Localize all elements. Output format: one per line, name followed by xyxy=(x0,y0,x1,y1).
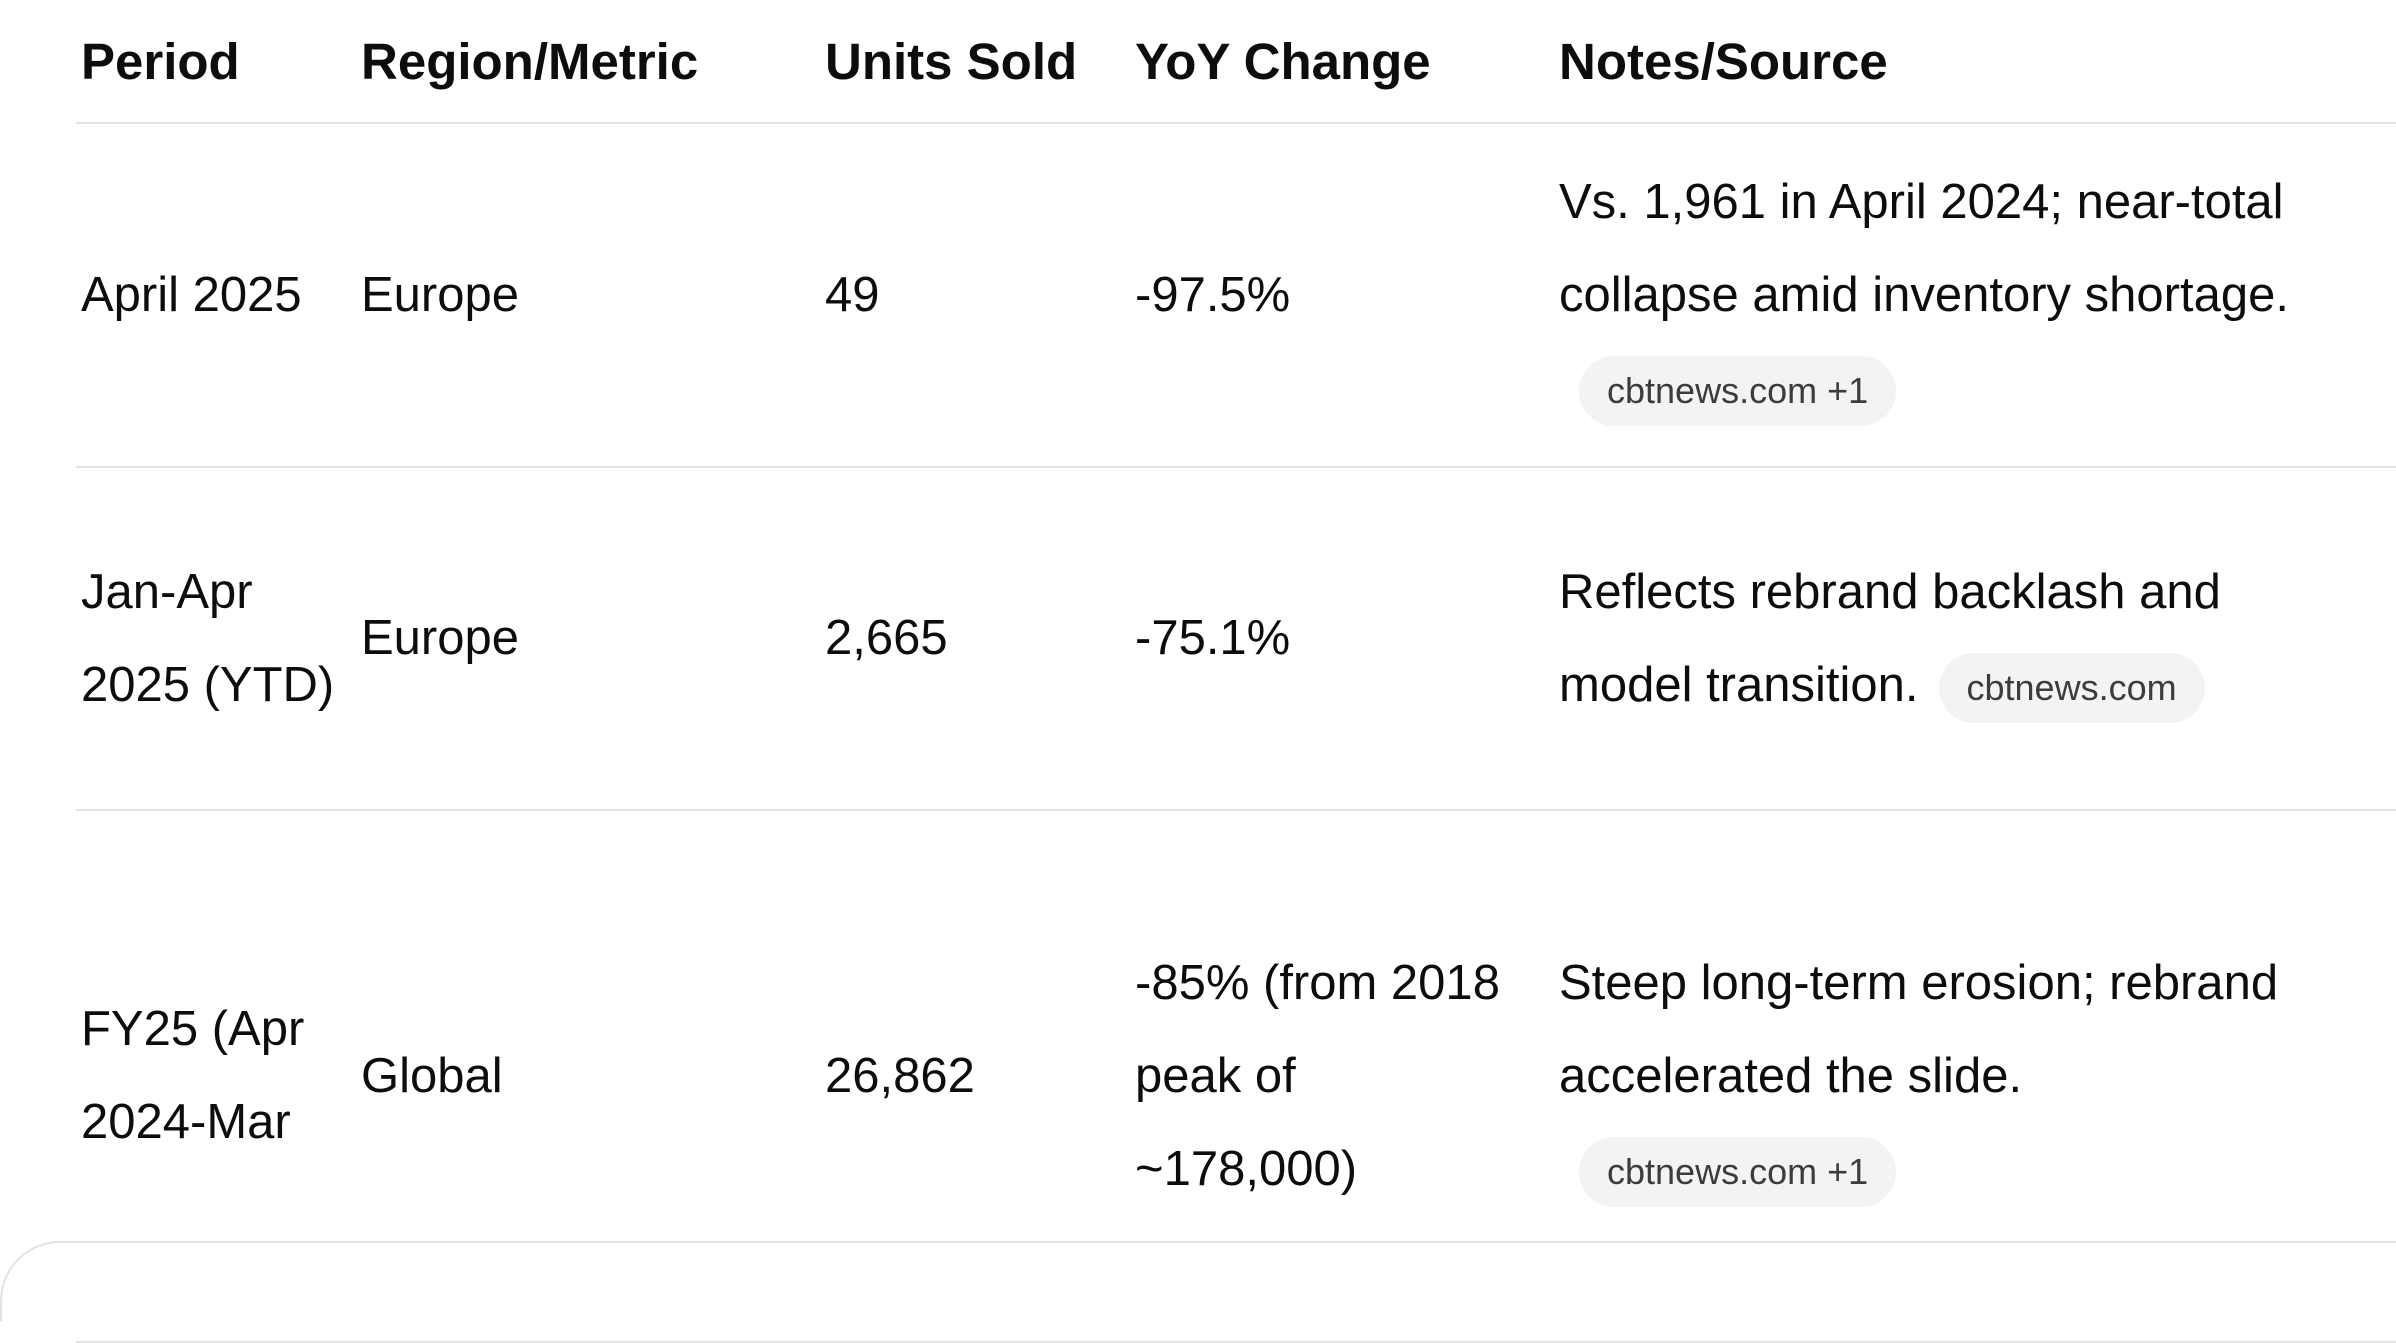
yoy-cell: -97.5% xyxy=(1130,123,1554,468)
units-cell: 49 xyxy=(820,123,1130,468)
period-cell: April 2025 xyxy=(76,123,356,468)
yoy-cell: -75.1% xyxy=(1130,467,1554,811)
region-cell: Europe xyxy=(356,467,820,811)
period-cell: Jan-Apr 2025 (YTD) xyxy=(76,467,356,811)
source-chip[interactable]: cbtnews.com +1 xyxy=(1579,355,1897,426)
source-chip[interactable]: cbtnews.com xyxy=(1938,652,2205,723)
region-cell: Europe xyxy=(356,123,820,468)
note-text: Vs. 1,961 in April 2024; near-total coll… xyxy=(1559,174,2289,322)
notes-cell: Reflects rebrand backlash and model tran… xyxy=(1554,467,2396,811)
table-row: April 2025 Europe 49 -97.5% Vs. 1,961 in Apr… xyxy=(76,123,2396,468)
data-table: Period Region/Metric Units Sold YoY Change N… xyxy=(76,0,2396,1343)
column-header: Notes/Source xyxy=(1554,0,2396,124)
note-text: Steep long-term erosion; rebrand acceler… xyxy=(1559,955,2279,1103)
notes-cell: Vs. 1,961 in April 2024; near-total coll… xyxy=(1554,123,2396,468)
units-cell: 2,665 xyxy=(820,467,1130,811)
column-header: Units Sold xyxy=(820,0,1130,124)
column-header: Period xyxy=(76,0,356,124)
column-header: Region/Metric xyxy=(356,0,820,124)
column-header: YoY Change xyxy=(1130,0,1554,124)
source-chip[interactable]: cbtnews.com +1 xyxy=(1579,1136,1897,1207)
header-row: Period Region/Metric Units Sold YoY Change N… xyxy=(76,0,2396,124)
message-composer[interactable] xyxy=(0,1241,2396,1321)
table-row: Jan-Apr 2025 (YTD) Europe 2,665 -75.1% Refle… xyxy=(76,467,2396,811)
note-text: Reflects rebrand backlash and model tran… xyxy=(1559,564,2221,712)
